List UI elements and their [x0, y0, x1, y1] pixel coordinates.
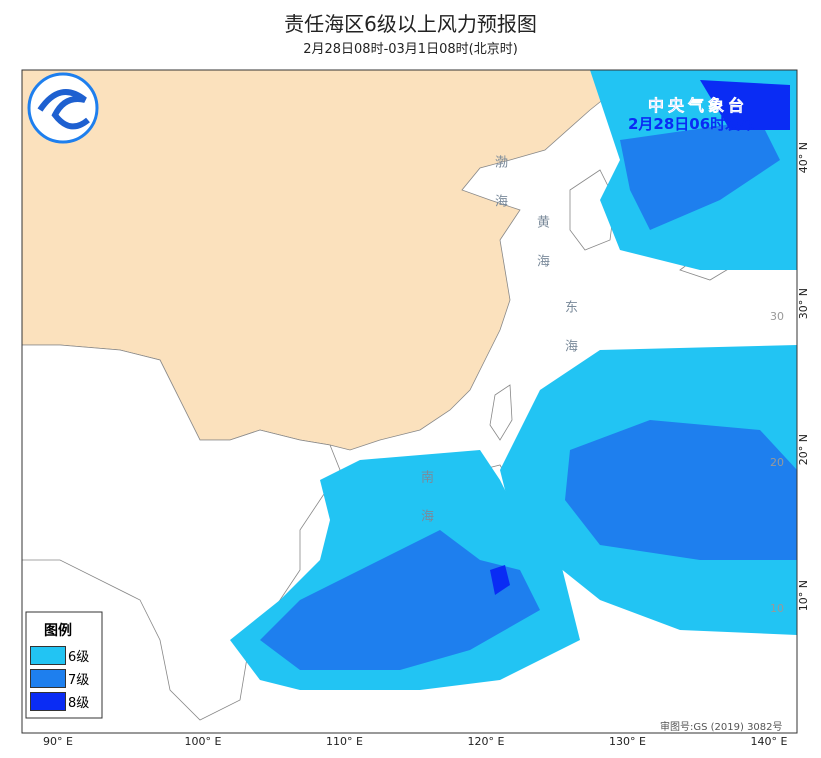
- grid-label: 10: [770, 602, 784, 615]
- issue-time: 2月28日06时发布: [628, 115, 756, 133]
- lon-label: 90° E: [43, 735, 73, 748]
- lon-label: 110° E: [326, 735, 363, 748]
- legend-swatch: [30, 669, 66, 688]
- wind-7: [260, 120, 797, 670]
- legend-label: 7级: [68, 673, 90, 688]
- map-border: [21, 69, 798, 734]
- legend-label: 8级: [68, 696, 90, 711]
- grid-label: 20: [770, 456, 784, 469]
- lat-label: 20° N: [797, 434, 810, 466]
- wind-8: [490, 80, 790, 595]
- lat-label: 40° N: [797, 142, 810, 174]
- legend-swatch: [30, 692, 66, 711]
- title: 责任海区6级以上风力预报图: [284, 12, 537, 36]
- legend-label: 6级: [68, 650, 90, 665]
- sea-label: 南海: [418, 470, 433, 548]
- logo-mark: [37, 89, 90, 130]
- approval: 审图号:GS (2019) 3082号: [660, 722, 783, 733]
- lon-label: 130° E: [609, 735, 646, 748]
- legend-title: 图例: [44, 623, 72, 639]
- sea-label: 黄海: [534, 215, 549, 293]
- lon-label: 100° E: [184, 735, 222, 748]
- grid-label: 30: [770, 310, 784, 323]
- sea-label: 渤海: [492, 155, 507, 233]
- sea-label: 东海: [562, 300, 577, 378]
- lat-label: 30° N: [797, 288, 810, 320]
- legend-swatch: [30, 646, 66, 665]
- lat-label: 10° N: [797, 580, 810, 612]
- issuer-name: 中央气象台: [648, 96, 749, 116]
- lon-label: 120° E: [467, 735, 505, 748]
- lon-label: 140° E: [750, 735, 788, 748]
- subtitle: 2月28日08时-03月1日08时(北京时): [303, 42, 518, 57]
